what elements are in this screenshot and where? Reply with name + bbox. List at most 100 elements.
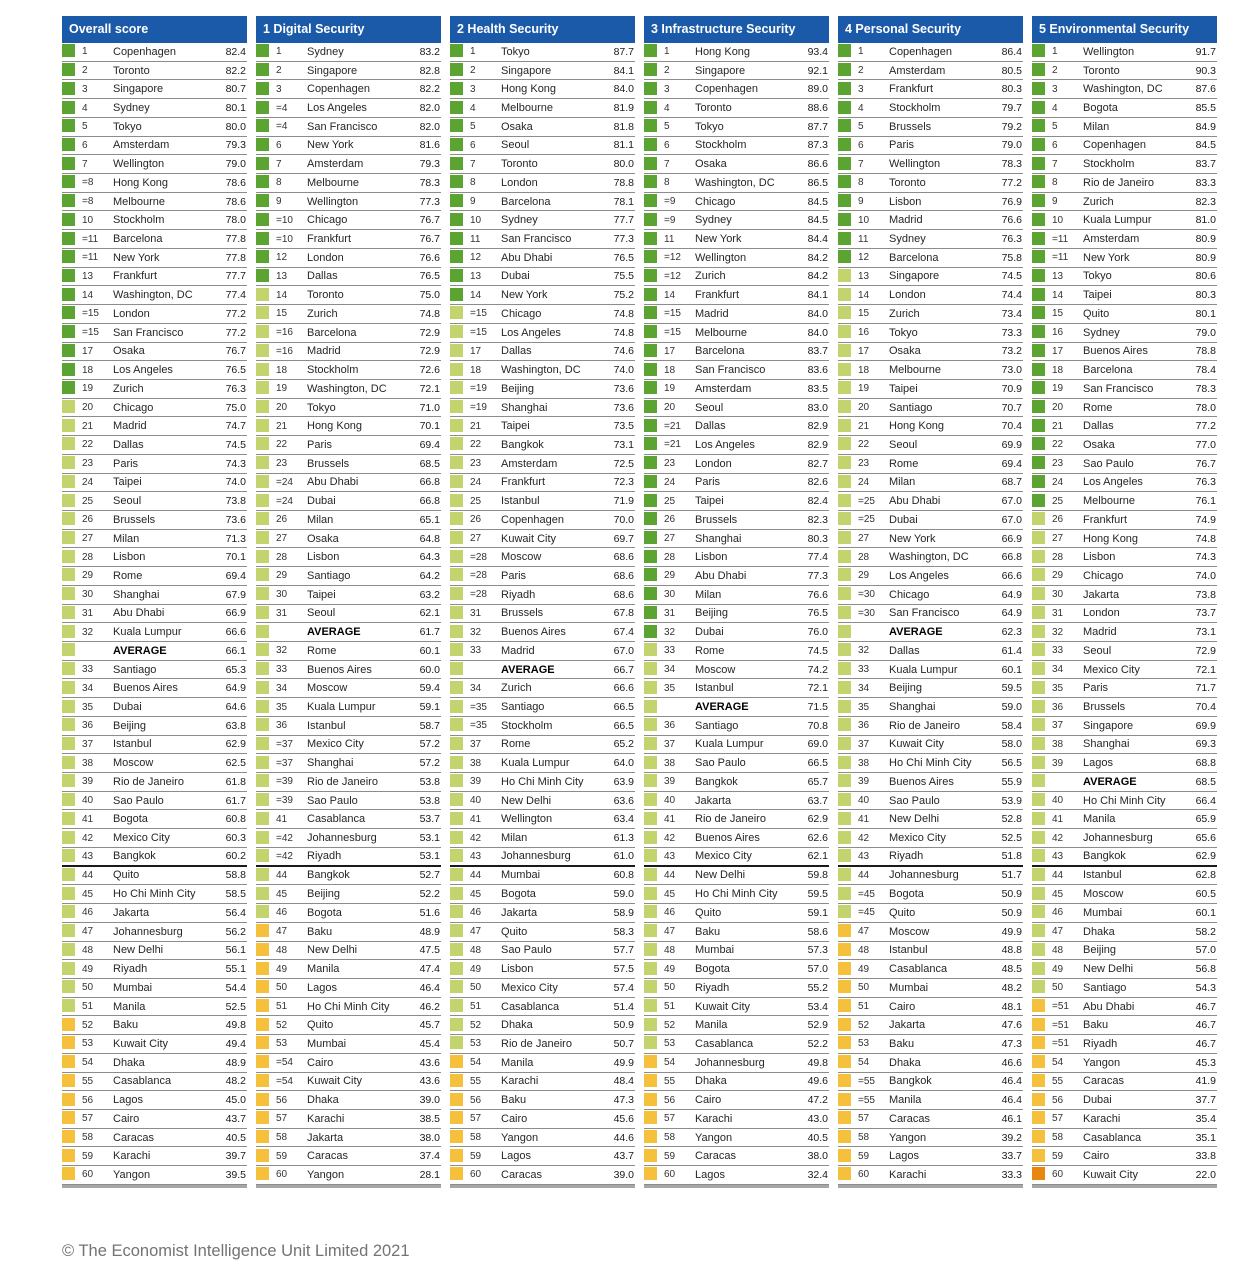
score-value: 58.0 — [1001, 738, 1022, 751]
score-value: 62.9 — [225, 738, 246, 751]
score-value: 51.7 — [1001, 869, 1022, 882]
score-band-swatch — [1032, 605, 1045, 619]
rank-label: 10 — [1052, 214, 1064, 226]
rank-label: 39 — [1052, 757, 1064, 769]
table-row: 60 Kuwait City 22.0 — [1032, 1166, 1217, 1185]
table-row: =45 Bogota 50.9 — [838, 885, 1023, 905]
rank-label: 36 — [276, 720, 288, 732]
score-value: 58.6 — [807, 925, 828, 938]
table-row: 17 Buenos Aires 78.8 — [1032, 343, 1217, 362]
score-value: 81.8 — [613, 120, 634, 133]
score-value: 48.9 — [225, 1056, 246, 1069]
score-value: 83.2 — [419, 45, 440, 58]
rank-label: 42 — [858, 832, 870, 844]
city-label: Taipei — [889, 382, 918, 395]
table-row: 47 Baku 58.6 — [644, 923, 829, 942]
city-label: Kuwait City — [501, 532, 557, 545]
table-row: 20 Rome 78.0 — [1032, 399, 1217, 418]
city-label: Baku — [307, 925, 333, 938]
rank-label: 45 — [664, 888, 676, 900]
city-label: AVERAGE — [113, 644, 167, 657]
city-label: Lisbon — [501, 963, 534, 976]
score-value: 70.4 — [1195, 701, 1216, 714]
city-label: Ho Chi Minh City — [501, 775, 584, 788]
table-row: 33 Seoul 72.9 — [1032, 642, 1217, 661]
rank-label: 5 — [664, 121, 670, 133]
score-band-swatch — [62, 137, 75, 151]
table-row: 49 Riyadh 55.1 — [62, 960, 247, 979]
rank-label: 1 — [470, 46, 476, 58]
city-label: Zurich — [501, 682, 532, 695]
score-band-swatch — [644, 699, 657, 713]
table-row: 39 Lagos 68.8 — [1032, 754, 1217, 774]
table-row: 38 Moscow 62.5 — [62, 754, 247, 774]
score-band-swatch — [1032, 886, 1045, 900]
score-band-swatch — [1032, 512, 1045, 526]
score-value: 39.2 — [1001, 1131, 1022, 1144]
table-row: 45 Ho Chi Minh City 59.5 — [644, 885, 829, 905]
rank-label: 58 — [82, 1132, 94, 1144]
score-band-swatch — [450, 793, 463, 807]
city-label: Milan — [307, 513, 334, 526]
city-label: Jakarta — [1083, 588, 1120, 601]
score-band-swatch — [644, 755, 657, 769]
score-value: 58.8 — [225, 869, 246, 882]
city-label: New Delhi — [307, 944, 358, 957]
rank-label: 51 — [276, 1001, 288, 1013]
score-value: 82.4 — [225, 45, 246, 58]
rank-label: 12 — [276, 252, 288, 264]
city-label: Copenhagen — [113, 45, 177, 58]
score-band-swatch — [62, 1111, 75, 1125]
table-row: 54 Dhaka 48.9 — [62, 1054, 247, 1073]
table-row: AVERAGE 71.5 — [644, 698, 829, 717]
table-row: =25 Dubai 67.0 — [838, 511, 1023, 530]
table-row: 49 New Delhi 56.8 — [1032, 960, 1217, 979]
city-label: Riyadh — [1083, 1037, 1118, 1050]
city-label: Amsterdam — [307, 158, 364, 171]
city-label: Mexico City — [113, 832, 170, 845]
city-label: Rio de Janeiro — [1083, 176, 1154, 189]
score-value: 74.8 — [419, 307, 440, 320]
table-row: 58 Yangon 40.5 — [644, 1129, 829, 1148]
score-band-swatch — [256, 811, 269, 825]
rank-label: 59 — [470, 1150, 482, 1162]
score-value: 77.2 — [1001, 176, 1022, 189]
table-row: 18 Los Angeles 76.5 — [62, 361, 247, 380]
rank-label: 21 — [858, 420, 870, 432]
city-label: Abu Dhabi — [307, 476, 359, 489]
rank-label: 34 — [1052, 664, 1064, 676]
city-label: Singapore — [113, 83, 164, 96]
city-label: Zurich — [1083, 195, 1114, 208]
rank-label: 19 — [664, 383, 676, 395]
score-value: 75.8 — [1001, 251, 1022, 264]
rank-label: 37 — [82, 738, 94, 750]
table-row: AVERAGE 62.3 — [838, 623, 1023, 642]
score-band-swatch — [62, 456, 75, 470]
table-row: 23 Paris 74.3 — [62, 455, 247, 474]
score-value: 72.6 — [419, 364, 440, 377]
rank-label: 52 — [276, 1019, 288, 1031]
score-band-swatch — [838, 156, 851, 170]
table-row: 18 Melbourne 73.0 — [838, 361, 1023, 380]
rank-label: 7 — [1052, 158, 1058, 170]
score-value: 78.8 — [1195, 345, 1216, 358]
city-label: Osaka — [889, 345, 921, 358]
score-value: 47.2 — [807, 1094, 828, 1107]
score-band-swatch — [1032, 905, 1045, 919]
score-band-swatch — [256, 231, 269, 245]
city-label: New Delhi — [1083, 963, 1134, 976]
table-row: 6 Paris 79.0 — [838, 137, 1023, 156]
score-value: 79.3 — [419, 158, 440, 171]
score-band-swatch — [256, 1092, 269, 1106]
score-value: 38.5 — [419, 1112, 440, 1125]
rank-label: 32 — [664, 626, 676, 638]
score-band-swatch — [62, 44, 75, 58]
table-row: 15 Zurich 74.8 — [256, 305, 441, 324]
city-label: Sao Paulo — [307, 794, 358, 807]
rank-label: 50 — [664, 982, 676, 994]
score-band-swatch — [838, 119, 851, 133]
rank-label: 45 — [470, 888, 482, 900]
city-label: Caracas — [113, 1131, 154, 1144]
rank-label: 6 — [664, 139, 670, 151]
score-value: 82.7 — [807, 457, 828, 470]
